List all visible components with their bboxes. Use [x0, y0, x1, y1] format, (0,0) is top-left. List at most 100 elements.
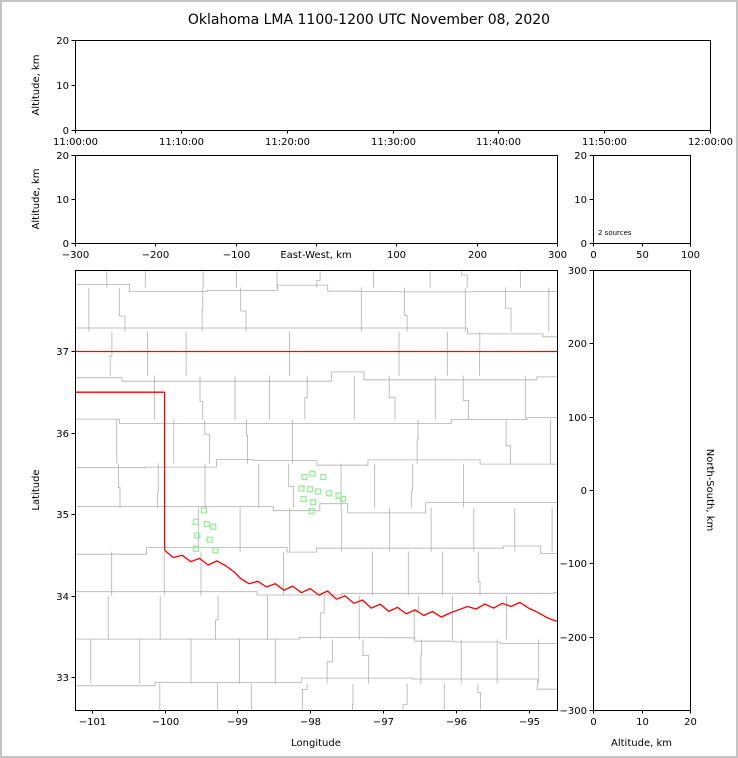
- lma-source-marker: [192, 545, 199, 552]
- y-axis-label: Altitude, km: [31, 169, 42, 230]
- tick-label: 35: [56, 510, 69, 521]
- tick-label: 0: [590, 250, 596, 261]
- tick-label: 36: [56, 429, 69, 440]
- tick-label: 10: [56, 195, 69, 206]
- lma-source-marker: [298, 485, 305, 492]
- x-ticks: 11:00:00 11:10:00 11:20:00 11:30:00 11:40:00…: [53, 130, 733, 148]
- tick-label: −100: [560, 559, 587, 570]
- tick-label: −98: [300, 717, 321, 728]
- lma-source-marker: [210, 523, 217, 530]
- tick-label: −100: [223, 250, 250, 261]
- lma-source-marker: [301, 473, 308, 481]
- lma-source-marker: [320, 473, 327, 481]
- tick-label: 100: [681, 250, 700, 261]
- north-south-altitude-panel: 0 10 20 −300 −200 −100 0 100 200 300 Altitude, km N…: [560, 266, 715, 749]
- lma-source-marker: [335, 492, 342, 499]
- tick-label: 0: [590, 717, 596, 728]
- lma-source-marker: [315, 488, 322, 495]
- lma-source-marker: [310, 499, 317, 506]
- x-ticks: 0 50 100: [590, 243, 700, 261]
- lma-source-marker: [206, 536, 213, 543]
- tick-label: 11:00:00: [53, 137, 98, 148]
- x-axis-label: Longitude: [291, 738, 341, 749]
- tick-label: −96: [446, 717, 467, 728]
- map-layer: [75, 270, 557, 710]
- lma-sources: [192, 470, 346, 554]
- tick-label: 200: [568, 339, 587, 350]
- altitude-histogram-panel: 0 50 100 0 10 20 2 sources: [574, 151, 700, 261]
- tick-label: −100: [152, 717, 179, 728]
- lma-source-marker: [300, 495, 307, 503]
- lma-source-marker: [200, 507, 207, 514]
- y-ticks: −300 −200 −100 0 100 200 300: [560, 266, 593, 717]
- lma-source-marker: [307, 486, 314, 493]
- tick-label: 10: [574, 195, 587, 206]
- plan-view-map-panel: −101 −100 −99 −98 −97 −96 −95 33 34 35 36 37 Longitu…: [31, 270, 558, 749]
- tick-label: 37: [56, 347, 69, 358]
- lma-source-marker: [203, 521, 210, 528]
- time-altitude-panel: 11:00:00 11:10:00 11:20:00 11:30:00 11:40:00…: [31, 36, 733, 148]
- tick-label: 20: [56, 36, 69, 47]
- tick-label: 100: [387, 250, 406, 261]
- lma-source-marker: [192, 518, 199, 525]
- red-river-border: [164, 549, 557, 622]
- tick-label: 0: [63, 126, 69, 137]
- tick-label: 300: [548, 250, 567, 261]
- tick-label: −300: [62, 250, 89, 261]
- x-axis-label: Altitude, km: [611, 738, 672, 749]
- x-ticks: −101 −100 −99 −98 −97 −96 −95: [79, 710, 540, 728]
- tick-label: −97: [373, 717, 394, 728]
- tick-label: 11:30:00: [371, 137, 416, 148]
- y-ticks: 33 34 35 36 37: [56, 347, 75, 684]
- tick-label: 11:10:00: [159, 137, 204, 148]
- tick-label: 11:40:00: [476, 137, 521, 148]
- x-ticks: 0 10 20: [590, 710, 697, 728]
- tick-label: 20: [574, 151, 587, 162]
- lma-source-marker: [308, 508, 315, 515]
- tick-label: 33: [56, 673, 69, 684]
- tick-label: −200: [560, 633, 587, 644]
- plan-view-map-panel-frame: [75, 270, 558, 711]
- tick-label: 11:50:00: [582, 137, 627, 148]
- y-axis-label: North-South, km: [704, 449, 715, 532]
- plot-title: Oklahoma LMA 1100-1200 UTC November 08, …: [187, 12, 551, 28]
- county-boundaries: [75, 270, 557, 710]
- tick-label: 11:20:00: [265, 137, 310, 148]
- tick-label: −101: [79, 717, 106, 728]
- lma-source-marker: [339, 495, 346, 503]
- x-axis-label: East-West, km: [280, 250, 351, 261]
- tick-label: 0: [581, 239, 587, 250]
- x-ticks: −300 −200 −100 100 200 300: [62, 243, 567, 261]
- tick-label: 200: [468, 250, 487, 261]
- tick-label: −95: [519, 717, 540, 728]
- y-ticks: 0 10 20: [56, 36, 75, 137]
- y-axis-label: Altitude, km: [31, 55, 42, 116]
- tick-label: 10: [636, 717, 649, 728]
- tick-label: 0: [581, 486, 587, 497]
- tick-label: 20: [684, 717, 697, 728]
- tick-label: 100: [568, 413, 587, 424]
- tick-label: 300: [568, 266, 587, 277]
- annotation-text: 2 sources: [598, 229, 632, 237]
- lma-source-marker: [194, 532, 201, 539]
- tick-label: −99: [227, 717, 248, 728]
- lma-source-marker: [309, 470, 316, 477]
- y-axis-label: Latitude: [31, 469, 42, 510]
- east-west-altitude-panel: −300 −200 −100 100 200 300 0 10 20 East-West, km A…: [31, 151, 567, 261]
- tick-label: 12:00:00: [688, 137, 733, 148]
- y-ticks: 0 10 20: [56, 151, 75, 250]
- y-ticks: 0 10 20: [574, 151, 593, 250]
- tick-label: 10: [56, 81, 69, 92]
- lma-source-marker: [326, 490, 333, 497]
- tick-label: −300: [560, 706, 587, 717]
- lma-source-marker: [212, 547, 219, 554]
- tick-label: 34: [56, 592, 69, 603]
- tick-label: −200: [142, 250, 169, 261]
- tick-label: 0: [63, 239, 69, 250]
- tick-label: 20: [56, 151, 69, 162]
- tick-label: 50: [636, 250, 649, 261]
